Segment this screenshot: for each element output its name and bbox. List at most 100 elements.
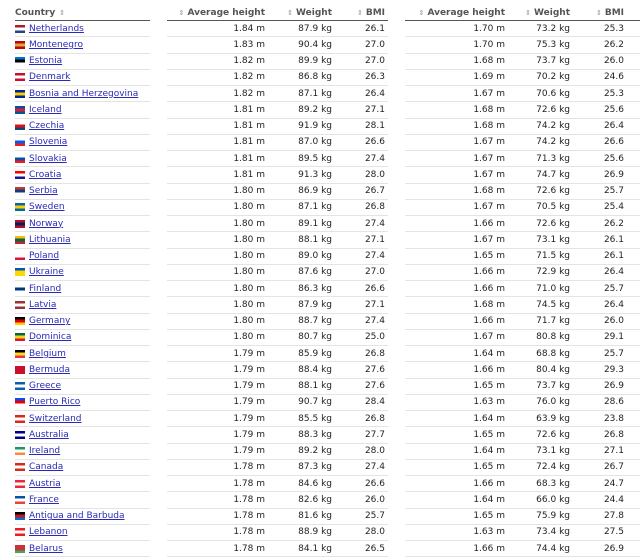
table-row: Switzerland [15,411,150,428]
country-link[interactable]: Montenegro [29,39,84,50]
country-link[interactable]: Greece [29,381,62,392]
bmi-cell: 27.5 [603,527,624,538]
height-cell: 1.70 m [473,23,505,34]
country-link[interactable]: Switzerland [29,413,82,424]
table-row: 1.65 m 72.6 kg 26.8 [405,427,640,444]
country-link[interactable]: Netherlands [29,23,84,34]
country-link[interactable]: Slovenia [29,137,68,148]
height-cell: 1.67 m [473,153,505,164]
country-link[interactable]: Latvia [29,299,57,310]
country-link[interactable]: Dominica [29,332,72,343]
weight-header[interactable]: ⇕ Weight [505,8,570,18]
country-link[interactable]: Serbia [29,186,58,197]
table-row: 1.80 m 89.1 kg 27.4 [167,216,388,233]
country-link[interactable]: Czechia [29,121,65,132]
weight-cell: 72.6 kg [536,218,570,229]
table-row: 1.84 m 87.9 kg 26.1 [167,21,388,38]
country-link[interactable]: Antigua and Barbuda [29,511,125,522]
height-header[interactable]: ⇕ Average height [167,8,265,18]
table-row: 1.81 m 89.2 kg 27.1 [167,102,388,119]
table-row: Lebanon [15,525,150,541]
country-link[interactable]: Belarus [29,543,63,554]
country-link[interactable]: Lebanon [29,527,68,538]
bmi-cell: 25.7 [603,186,624,197]
country-link[interactable]: Iceland [29,104,62,115]
flag-icon [15,187,25,196]
weight-cell: 74.2 kg [536,121,570,132]
table-row: 1.66 m 72.6 kg 26.2 [405,216,640,233]
country-link[interactable]: Poland [29,251,60,262]
table-row: Antigua and Barbuda [15,509,150,525]
table-row: 1.67 m 80.8 kg 29.1 [405,330,640,346]
country-link[interactable]: Norway [29,218,64,229]
bmi-cell: 27.1 [603,446,624,457]
country-link[interactable]: Lithuania [29,234,71,245]
table-row: 1.66 m 80.4 kg 29.3 [405,362,640,379]
bmi-cell: 26.9 [603,381,624,392]
height-cell: 1.64 m [473,348,505,359]
country-link[interactable]: Finland [29,283,62,294]
country-table: Country ⇕ Netherlands Montenegro Estonia De… [15,6,150,557]
country-link[interactable]: France [29,494,59,505]
height-cell: 1.78 m [233,527,265,538]
table-row: 1.79 m 85.9 kg 26.8 [167,346,388,363]
height-header[interactable]: ⇕ Average height [405,8,505,18]
country-link[interactable]: Ireland [29,446,61,457]
country-link[interactable]: Estonia [29,56,63,67]
weight-cell: 80.7 kg [298,332,332,343]
bmi-header[interactable]: ⇕ BMI [332,8,385,18]
women-stats-table: ⇕ Average height ⇕ Weight ⇕ BMI 1.70 m 73.2 … [405,6,640,557]
weight-cell: 88.3 kg [298,429,332,440]
bmi-cell: 28.1 [364,121,385,132]
weight-cell: 68.8 kg [536,348,570,359]
country-link[interactable]: Bosnia and Herzegovina [29,88,139,99]
flag-icon [15,544,25,553]
height-cell: 1.80 m [233,218,265,229]
weight-cell: 75.3 kg [536,39,570,50]
table-row: 1.64 m 63.9 kg 23.8 [405,411,640,428]
height-cell: 1.66 m [473,478,505,489]
weight-cell: 87.3 kg [298,462,332,473]
country-link[interactable]: Belgium [29,348,66,359]
bmi-cell: 26.7 [364,186,385,197]
country-link[interactable]: Slovakia [29,153,67,164]
country-link[interactable]: Austria [29,478,61,489]
height-cell: 1.82 m [233,88,265,99]
country-link[interactable]: Germany [29,316,71,327]
height-cell: 1.80 m [233,299,265,310]
table-row: 1.63 m 73.4 kg 27.5 [405,525,640,541]
flag-icon [15,398,25,407]
country-link[interactable]: Puerto Rico [29,397,81,408]
bmi-cell: 25.4 [603,202,624,213]
height-cell: 1.82 m [233,56,265,67]
bmi-header[interactable]: ⇕ BMI [570,8,624,18]
country-link[interactable]: Bermuda [29,364,70,375]
table-row: 1.80 m 87.6 kg 27.0 [167,265,388,281]
table-row: 1.80 m 89.0 kg 27.4 [167,249,388,265]
country-link[interactable]: Canada [29,462,64,473]
height-cell: 1.63 m [473,397,505,408]
table-row: Ukraine [15,265,150,281]
sort-icon: ⇕ [59,9,66,17]
bmi-cell: 26.4 [603,121,624,132]
weight-header[interactable]: ⇕ Weight [265,8,332,18]
country-link[interactable]: Croatia [29,169,62,180]
height-cell: 1.67 m [473,88,505,99]
country-link[interactable]: Denmark [29,72,71,83]
table-row: 1.70 m 75.3 kg 26.2 [405,37,640,54]
weight-cell: 73.7 kg [536,381,570,392]
flag-icon [15,57,25,66]
bmi-cell: 25.3 [603,23,624,34]
table-row: 1.80 m 87.9 kg 27.1 [167,297,388,314]
flag-icon [15,414,25,423]
table-row: 1.67 m 70.6 kg 25.3 [405,86,640,103]
height-cell: 1.79 m [233,348,265,359]
country-link[interactable]: Ukraine [29,267,64,278]
flag-icon [15,40,25,49]
height-cell: 1.68 m [473,56,505,67]
country-header[interactable]: Country ⇕ [15,6,150,21]
country-link[interactable]: Sweden [29,202,65,213]
height-cell: 1.80 m [233,283,265,294]
table-row: 1.66 m 72.9 kg 26.4 [405,265,640,281]
country-link[interactable]: Australia [29,429,69,440]
